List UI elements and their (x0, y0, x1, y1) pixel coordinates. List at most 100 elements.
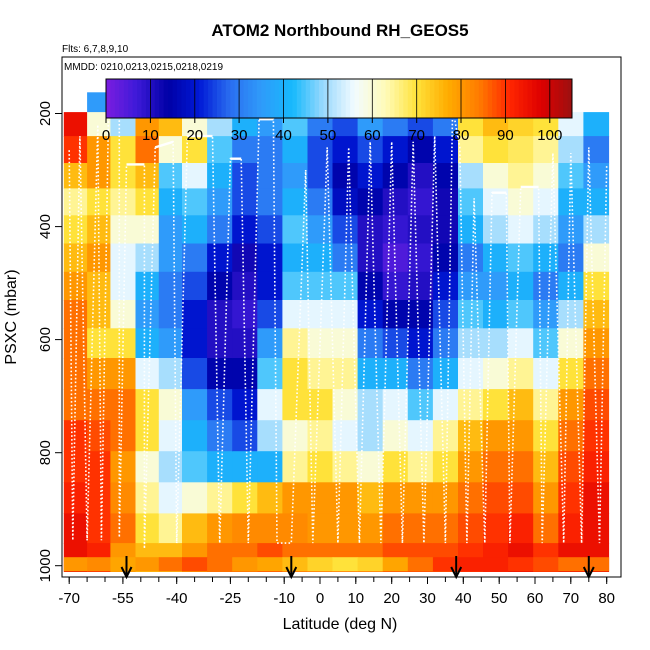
heatmap-cell (332, 215, 359, 245)
colorbar-swatch (279, 79, 285, 118)
heatmap-cell (282, 482, 309, 514)
heatmap-cell (158, 482, 183, 514)
heatmap-cell (207, 243, 233, 273)
colorbar-swatch (141, 79, 147, 118)
colorbar-swatch (319, 79, 324, 118)
colorbar-swatch (270, 79, 276, 118)
heatmap-cell (257, 215, 283, 245)
colorbar-swatch (341, 79, 347, 118)
surface-cell (182, 557, 208, 572)
heatmap-cell (407, 482, 434, 514)
colorbar-swatch (509, 79, 515, 118)
colorbar-swatch (354, 79, 360, 118)
heatmap-cell (158, 136, 183, 164)
colorbar-swatch (221, 79, 227, 118)
colorbar-swatch (181, 79, 187, 118)
heatmap-cell (483, 243, 509, 273)
colorbar-swatch (358, 79, 364, 118)
heatmap-cell (458, 420, 484, 452)
heatmap-cell (257, 389, 283, 421)
heatmap-cell (282, 136, 309, 164)
colorbar-swatch (469, 79, 475, 118)
heatmap-cell (232, 420, 258, 452)
heatmap-cell (357, 513, 384, 544)
heatmap-cell (332, 451, 359, 483)
heatmap-cell (307, 271, 334, 301)
heatmap-cell (583, 112, 610, 137)
colorbar-swatch (234, 79, 240, 118)
heatmap-cell (182, 215, 208, 245)
colorbar-swatch (239, 79, 245, 118)
heatmap-cell (110, 163, 137, 189)
heatmap-cell (232, 482, 258, 514)
colorbar-swatch (514, 79, 520, 118)
colorbar-swatch (327, 79, 333, 118)
heatmap-cell (558, 271, 584, 301)
heatmap-cell (332, 482, 359, 514)
heatmap-cell (63, 482, 88, 514)
heatmap-cell (63, 513, 88, 544)
heatmap-cell (508, 163, 534, 189)
heatmap-cell (207, 451, 233, 483)
x-tick-label: 40 (455, 590, 472, 607)
heatmap-cell (558, 136, 584, 164)
y-tick-label: 200 (37, 101, 54, 126)
heatmap-cell (135, 420, 160, 452)
heatmap-cell (483, 271, 509, 301)
colorbar-swatch (163, 79, 169, 118)
heatmap-cell (508, 358, 534, 390)
heatmap-cell (533, 482, 559, 514)
heatmap-cell (533, 243, 559, 273)
heatmap-cell (110, 188, 137, 216)
heatmap-cell (63, 188, 88, 216)
heatmap-cell (533, 389, 559, 421)
heatmap-cell (583, 482, 610, 514)
heatmap-cell (207, 328, 233, 359)
colorbar-swatch (106, 79, 111, 118)
surface-cell (357, 557, 384, 572)
heatmap-cell (483, 300, 509, 329)
heatmap-cell (458, 215, 484, 245)
heatmap-cell (432, 163, 459, 189)
colorbar-tick-label: 40 (275, 127, 292, 144)
heatmap-cell (135, 243, 160, 273)
heatmap-cell (257, 300, 283, 329)
heatmap-cell (483, 215, 509, 245)
heatmap-cell (182, 420, 208, 452)
heatmap-cell (87, 136, 111, 164)
colorbar-swatch (350, 79, 356, 118)
colorbar-swatch (110, 79, 116, 118)
surface-cell (458, 557, 484, 572)
heatmap-cell (110, 358, 137, 390)
colorbar-swatch (150, 79, 156, 118)
colorbar-swatch (177, 79, 182, 118)
colorbar-swatch (261, 79, 267, 118)
heatmap-cell (87, 300, 111, 329)
y-tick-label: 400 (37, 214, 54, 239)
heatmap-cell (158, 271, 183, 301)
heatmap-cell (508, 243, 534, 273)
heatmap-cell (458, 136, 484, 164)
heatmap-cell (508, 300, 534, 329)
colorbar-tick-label: 90 (497, 127, 514, 144)
heatmap-cell (382, 451, 409, 483)
colorbar-swatch (154, 79, 160, 118)
colorbar-swatch (518, 79, 524, 118)
colorbar-swatch (305, 79, 311, 118)
y-axis-title: PSXC (mbar) (3, 269, 20, 364)
heatmap-cell (508, 271, 534, 301)
surface-cell (232, 557, 258, 572)
colorbar-swatch (296, 79, 302, 118)
heatmap-cell (63, 243, 88, 273)
heatmap-cell (87, 112, 111, 137)
heatmap-cell (508, 215, 534, 245)
x-tick-label: -10 (273, 590, 295, 607)
colorbar-swatch (412, 79, 418, 118)
colorbar-tick-label: 80 (453, 127, 470, 144)
heatmap-cell (533, 328, 559, 359)
heatmap-cell (87, 389, 111, 421)
colorbar-tick-label: 10 (142, 127, 159, 144)
heatmap-cell (307, 328, 334, 359)
surface-cell (282, 557, 309, 572)
heatmap-cell (87, 451, 111, 483)
